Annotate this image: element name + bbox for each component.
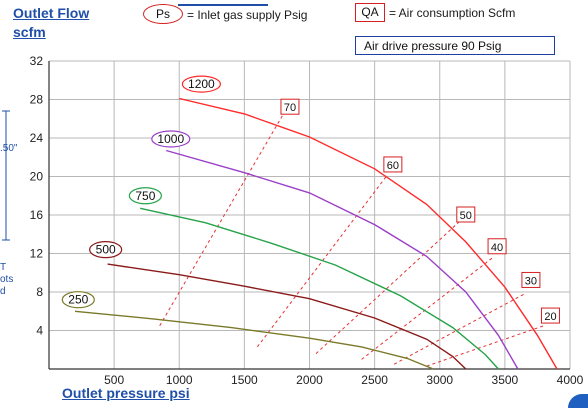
- clipped-left-note-1: T: [0, 262, 7, 273]
- series-layer: [74, 97, 558, 370]
- x-tick-label-1: 1000: [166, 373, 193, 387]
- clipped-left-note-3: d: [0, 286, 6, 297]
- corner-decoration: [568, 394, 588, 408]
- legend-air-drive-box: Air drive pressure 90 Psig: [355, 36, 555, 55]
- y-axis-title-line1: Outlet Flow: [13, 5, 90, 21]
- qa-badge-label-30: 30: [525, 275, 537, 287]
- x-tick-label-3: 2000: [296, 373, 323, 387]
- qa-badge-label-70: 70: [284, 102, 296, 114]
- legend-ps-badge: Ps: [143, 4, 183, 24]
- series-line-250: [74, 310, 434, 370]
- clipped-top-link: [178, 0, 268, 6]
- clipped-left-dimension: .50": [0, 143, 18, 154]
- series-line-750: [140, 207, 499, 370]
- series-badge-1200: [181, 75, 221, 93]
- x-tick-label-7: 4000: [557, 373, 584, 387]
- legend-qa-badge: QA: [355, 3, 385, 22]
- qa-layer: [159, 113, 545, 367]
- series-badge-1000: [151, 130, 191, 148]
- y-tick-label-6: 28: [30, 93, 44, 107]
- y-tick-label-0: 4: [36, 324, 43, 338]
- y-tick-label-1: 8: [36, 285, 43, 299]
- x-tick-label-6: 3500: [492, 373, 519, 387]
- legend-ps-text: = Inlet gas supply Psig: [187, 8, 308, 22]
- series-badge-label-1000: 1000: [157, 132, 184, 146]
- series-badge-750: [128, 187, 162, 205]
- qa-line-50: [315, 221, 460, 354]
- axis-layer: 500 1000 1500 2000 2500 3000 3500 4000 4 8 12 16 20 2…: [30, 54, 584, 387]
- qa-badge-label-40: 40: [491, 242, 503, 254]
- qa-badge-20: [540, 307, 560, 324]
- qa-line-70: [159, 113, 284, 326]
- qa-badge-70: [280, 98, 300, 115]
- qa-badge-60: [383, 156, 403, 173]
- series-line-1200: [179, 97, 558, 370]
- x-tick-label-0: 500: [104, 373, 124, 387]
- qa-badge-50: [456, 206, 476, 223]
- series-badge-label-1200: 1200: [188, 77, 215, 91]
- legend-qa-text: = Air consumption Scfm: [389, 6, 516, 20]
- qa-badge-40: [487, 238, 507, 255]
- y-tick-label-7: 32: [30, 54, 44, 68]
- qa-line-30: [393, 293, 525, 365]
- y-tick-label-3: 16: [30, 208, 44, 222]
- y-axis-title-line2: scfm: [13, 24, 46, 40]
- x-axis-title: Outlet pressure psi: [62, 385, 190, 401]
- qa-badge-label-60: 60: [387, 160, 399, 172]
- y-tick-label-4: 20: [30, 170, 44, 184]
- series-badge-500: [89, 241, 123, 259]
- grid-layer: [49, 60, 571, 369]
- qa-badge-label-50: 50: [460, 210, 472, 222]
- series-line-1000: [166, 149, 519, 370]
- qa-line-20: [426, 325, 545, 367]
- series-line-500: [107, 263, 467, 370]
- series-badge-label-750: 750: [135, 189, 155, 203]
- label-layer: 1200 1000 750 500 250 70 60 50 40 30 20: [2, 75, 560, 324]
- series-badge-250: [61, 291, 95, 309]
- y-tick-label-5: 24: [30, 131, 44, 145]
- y-tick-label-2: 12: [30, 247, 44, 261]
- clipped-left-note-2: ots: [0, 274, 14, 285]
- series-badge-label-500: 500: [96, 243, 116, 257]
- x-tick-label-2: 1500: [231, 373, 258, 387]
- series-badge-label-250: 250: [68, 293, 88, 307]
- x-tick-label-5: 3000: [426, 373, 453, 387]
- qa-badge-label-20: 20: [544, 311, 556, 323]
- qa-badge-30: [521, 271, 541, 288]
- x-tick-label-4: 2500: [361, 373, 388, 387]
